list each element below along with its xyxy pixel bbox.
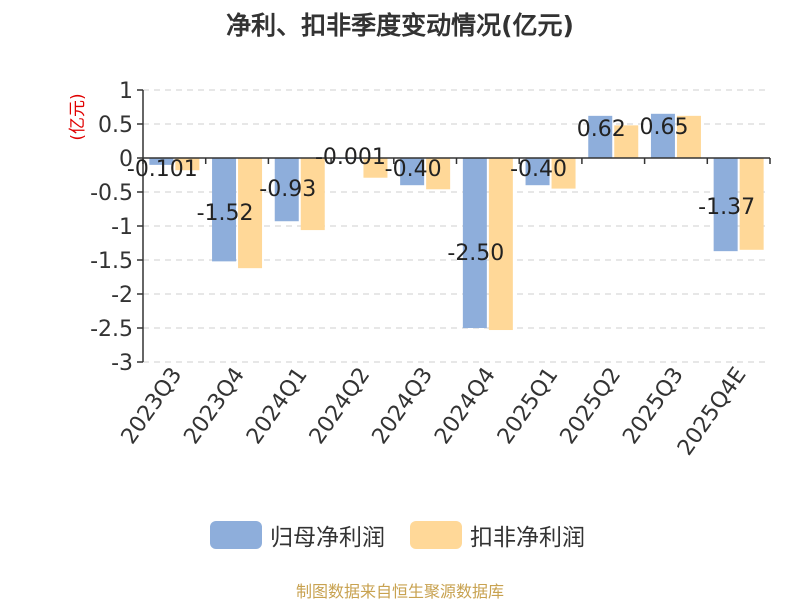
x-tick-label-2023Q4: 2023Q4 bbox=[179, 363, 250, 449]
bar-net-2025Q4E bbox=[713, 158, 738, 252]
source-note: 制图数据来自恒生聚源数据库 bbox=[295, 582, 504, 601]
bar-deducted-2023Q4 bbox=[238, 158, 263, 269]
legend-label-deducted-profit: 扣非净利润 bbox=[470, 525, 585, 551]
bar-deducted-2024Q4 bbox=[488, 158, 513, 331]
bar-deducted-2025Q3 bbox=[676, 115, 701, 158]
y-tick-label-6: -2 bbox=[111, 283, 133, 308]
data-label-2025Q4E: -1.37 bbox=[698, 195, 755, 220]
bar-deducted-2025Q2 bbox=[614, 125, 639, 158]
data-label-2025Q1: -0.40 bbox=[510, 157, 567, 182]
bar-deducted-2024Q1 bbox=[300, 158, 325, 231]
bar-deducted-2025Q1 bbox=[551, 158, 576, 189]
bar-net-2024Q4 bbox=[462, 158, 487, 328]
y-tick-label-2: 0 bbox=[119, 147, 133, 172]
x-tick-label-2024Q1: 2024Q1 bbox=[242, 363, 313, 449]
bar-deducted-2025Q4E bbox=[739, 158, 764, 250]
bar-deducted-2023Q3 bbox=[175, 158, 200, 171]
data-label-2024Q3: -0.40 bbox=[385, 157, 442, 182]
y-tick-label-4: -1 bbox=[111, 215, 133, 240]
data-label-2023Q4: -1.52 bbox=[197, 201, 254, 226]
y-tick-label-1: 0.5 bbox=[98, 113, 133, 138]
data-label-2025Q2: 0.62 bbox=[577, 117, 626, 142]
bar-net-2025Q3 bbox=[650, 113, 675, 158]
legend-label-net-profit: 归母净利润 bbox=[270, 525, 385, 551]
bar-net-2024Q3 bbox=[400, 158, 425, 186]
y-axis-label: (亿元) bbox=[68, 93, 88, 140]
bar-net-2023Q4 bbox=[212, 158, 237, 262]
bar-deducted-2024Q2 bbox=[363, 158, 388, 178]
legend-item-net-profit[interactable]: 归母净利润 bbox=[210, 518, 385, 552]
x-tick-label-2025Q1: 2025Q1 bbox=[493, 363, 564, 449]
data-label-2025Q3: 0.65 bbox=[639, 115, 688, 140]
bar-net-2025Q2 bbox=[588, 115, 613, 158]
bar-net-2023Q3 bbox=[149, 158, 174, 165]
x-tick-label-2024Q4: 2024Q4 bbox=[430, 363, 501, 449]
data-label-2024Q4: -2.50 bbox=[447, 241, 504, 266]
data-label-2023Q3: -0.101 bbox=[127, 157, 198, 182]
y-tick-label-3: -0.5 bbox=[90, 181, 133, 206]
y-tick-label-8: -3 bbox=[111, 351, 133, 376]
chart-title: 净利、扣非季度变动情况(亿元) bbox=[226, 11, 574, 40]
legend-swatch-net-profit bbox=[210, 521, 262, 549]
x-tick-label-2024Q2: 2024Q2 bbox=[305, 363, 376, 449]
x-tick-label-2024Q3: 2024Q3 bbox=[368, 363, 439, 449]
y-tick-label-0: 1 bbox=[119, 79, 133, 104]
data-label-2024Q1: -0.93 bbox=[259, 177, 316, 202]
bar-net-2025Q1 bbox=[525, 158, 550, 186]
y-tick-label-5: -1.5 bbox=[90, 249, 133, 274]
bar-deducted-2024Q3 bbox=[426, 158, 451, 190]
legend-item-deducted-profit[interactable]: 扣非净利润 bbox=[410, 518, 585, 552]
legend-swatch-deducted-profit bbox=[410, 521, 462, 549]
x-tick-label-2025Q2: 2025Q2 bbox=[556, 363, 627, 449]
bar-net-2024Q1 bbox=[274, 158, 299, 222]
x-tick-label-2025Q3: 2025Q3 bbox=[618, 363, 689, 449]
y-tick-label-7: -2.5 bbox=[90, 317, 133, 342]
data-label-2024Q2: -0.001 bbox=[315, 145, 386, 170]
